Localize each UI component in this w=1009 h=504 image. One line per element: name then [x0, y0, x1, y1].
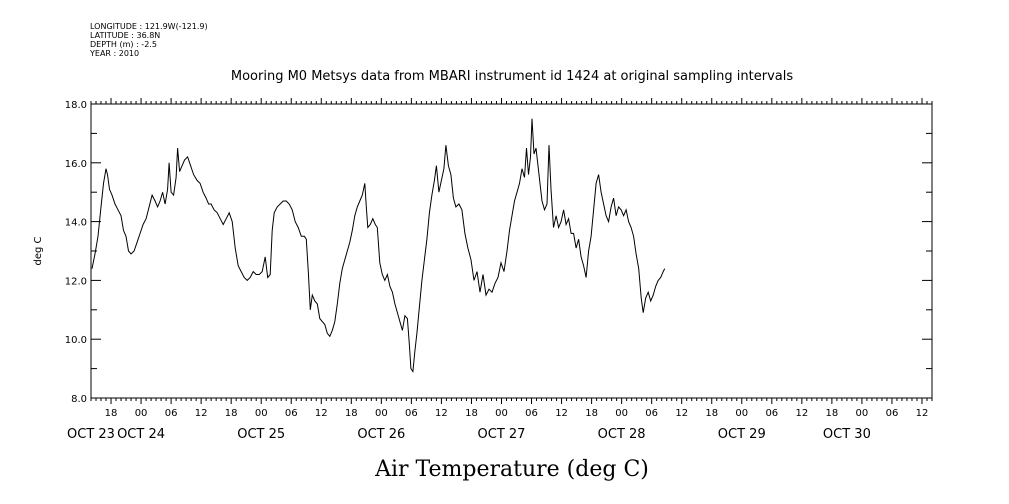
x-date-label: OCT 27 — [478, 427, 526, 442]
metadata-block: LONGITUDE : 121.9W(-121.9) LATITUDE : 36… — [90, 22, 208, 58]
x-hour-label: 18 — [705, 408, 718, 419]
latitude-label: LATITUDE : 36.8N — [90, 31, 161, 40]
x-hour-label: 00 — [735, 408, 748, 419]
x-hour-label: 00 — [856, 408, 869, 419]
x-date-label: OCT 29 — [718, 427, 766, 442]
y-tick-label: 18.0 — [65, 100, 87, 111]
x-hour-label: 00 — [375, 408, 388, 419]
x-date-label: OCT 25 — [237, 427, 285, 442]
x-hour-label: 18 — [585, 408, 598, 419]
y-tick-label: 8.0 — [71, 394, 87, 405]
x-hour-label: 18 — [105, 408, 118, 419]
x-hour-label: 12 — [315, 408, 328, 419]
x-axis-label: Air Temperature (deg C) — [374, 457, 649, 482]
x-hour-label: 18 — [225, 408, 238, 419]
y-tick-label: 12.0 — [65, 276, 87, 287]
x-hour-label: 06 — [165, 408, 178, 419]
x-hour-label: 18 — [465, 408, 478, 419]
y-axis-label: deg C — [33, 236, 44, 265]
depth-label: DEPTH (m) : -2.5 — [90, 40, 157, 49]
x-date-label: OCT 23 — [67, 427, 115, 442]
x-date-label: OCT 26 — [357, 427, 405, 442]
x-hour-label: 18 — [345, 408, 358, 419]
x-hour-label: 00 — [255, 408, 268, 419]
x-hour-label: 12 — [435, 408, 448, 419]
year-label: YEAR : 2010 — [90, 49, 140, 58]
x-hour-label: 06 — [645, 408, 658, 419]
x-hour-label: 00 — [615, 408, 628, 419]
air-temperature-series-line — [91, 118, 666, 373]
x-hour-label: 06 — [886, 408, 899, 419]
y-tick-label: 16.0 — [65, 159, 87, 170]
x-hour-label: 06 — [525, 408, 538, 419]
x-hour-label: 06 — [285, 408, 298, 419]
x-date-label: OCT 30 — [823, 427, 871, 442]
x-hour-label: 06 — [405, 408, 418, 419]
x-date-label: OCT 24 — [117, 427, 165, 442]
plot-frame — [90, 103, 933, 399]
x-hour-label: 12 — [675, 408, 688, 419]
x-hour-label: 18 — [826, 408, 839, 419]
x-date-label: OCT 28 — [598, 427, 646, 442]
y-tick-label: 14.0 — [65, 218, 87, 229]
chart-title: Mooring M0 Metsys data from MBARI instru… — [231, 69, 793, 84]
x-hour-label: 00 — [495, 408, 508, 419]
x-hour-label: 12 — [195, 408, 208, 419]
longitude-label: LONGITUDE : 121.9W(-121.9) — [90, 22, 208, 31]
x-hour-label: 12 — [916, 408, 929, 419]
y-tick-label: 10.0 — [65, 335, 87, 346]
x-hour-label: 06 — [765, 408, 778, 419]
x-hour-label: 00 — [135, 408, 148, 419]
x-hour-label: 12 — [555, 408, 568, 419]
x-hour-label: 12 — [795, 408, 808, 419]
